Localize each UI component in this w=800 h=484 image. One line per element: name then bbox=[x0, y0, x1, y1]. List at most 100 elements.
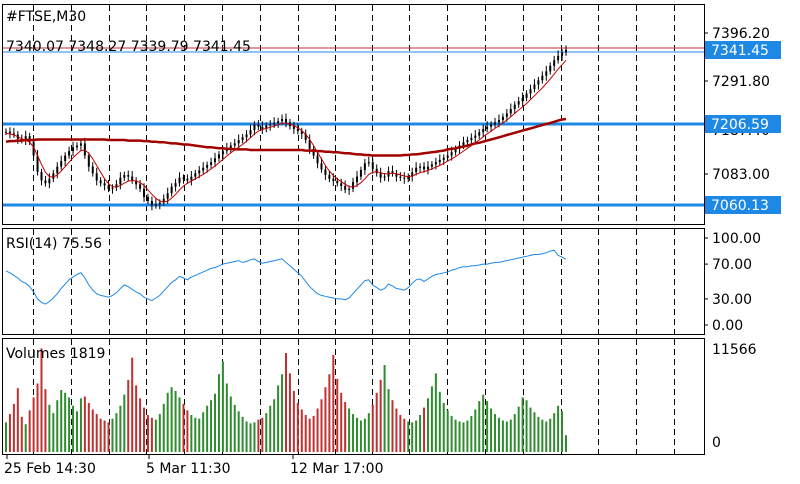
candle-body bbox=[123, 174, 126, 178]
candle-body bbox=[265, 125, 268, 129]
price-panel-frame bbox=[2, 4, 705, 225]
candle-body bbox=[75, 145, 78, 148]
candle-body bbox=[470, 137, 473, 141]
current-price-label-bg bbox=[705, 41, 781, 59]
candle-body bbox=[300, 131, 303, 134]
candle-body bbox=[324, 169, 327, 175]
candle-body bbox=[399, 176, 402, 178]
time-tick-label: 12 Mar 17:00 bbox=[290, 461, 383, 477]
candle-body bbox=[32, 141, 35, 156]
candle-body bbox=[340, 183, 343, 186]
moving-averages bbox=[5, 59, 567, 203]
candle-body bbox=[509, 109, 512, 114]
level-price-label: 7060.13 bbox=[711, 198, 769, 214]
price-axis: 7396.207291.807187.407083.00100.0070.003… bbox=[4, 26, 770, 477]
volume-bars bbox=[5, 348, 567, 452]
candle-body bbox=[36, 155, 39, 173]
fast-moving-average-line bbox=[5, 59, 567, 203]
candle-body bbox=[344, 186, 347, 190]
candle-body bbox=[529, 89, 532, 94]
candle-body bbox=[131, 176, 134, 181]
vertical-gridlines bbox=[33, 5, 675, 454]
candle-body bbox=[285, 118, 287, 123]
candle-body bbox=[60, 161, 63, 167]
rsi-series bbox=[5, 249, 567, 305]
horizontal-levels bbox=[3, 47, 704, 207]
volume-tick-label: 0 bbox=[712, 435, 721, 451]
candle-body bbox=[12, 133, 15, 135]
candle-body bbox=[72, 147, 75, 152]
candle-body bbox=[56, 166, 59, 174]
candle-body bbox=[423, 166, 426, 170]
candle-body bbox=[277, 121, 280, 123]
candle-body bbox=[395, 173, 398, 177]
level-price-label-bg bbox=[705, 115, 781, 133]
candle-body bbox=[135, 180, 138, 185]
candle-body bbox=[253, 124, 256, 131]
rsi-indicator-label: RSI(14) 75.56 bbox=[6, 236, 102, 252]
candle-body bbox=[217, 154, 220, 159]
candle-body bbox=[308, 140, 311, 149]
price-tick-label: 7396.20 bbox=[712, 26, 770, 42]
candle-body bbox=[316, 155, 319, 164]
candle-body bbox=[257, 124, 260, 127]
symbol-timeframe-label: #FTSE,M30 bbox=[6, 9, 86, 25]
candle-body bbox=[143, 188, 146, 198]
candle-body bbox=[328, 174, 331, 179]
candle-body bbox=[478, 132, 481, 136]
candle-body bbox=[545, 71, 548, 76]
candle-body bbox=[430, 164, 433, 167]
candle-body bbox=[355, 176, 358, 183]
candle-body bbox=[5, 131, 7, 133]
candle-body bbox=[64, 155, 67, 162]
candle-body bbox=[119, 177, 122, 185]
candle-body bbox=[517, 101, 520, 105]
candle-body bbox=[348, 188, 351, 190]
candle-body bbox=[210, 162, 213, 165]
candle-body bbox=[371, 162, 374, 169]
candle-body bbox=[497, 120, 500, 123]
volume-panel-frame bbox=[2, 338, 705, 455]
candle-body bbox=[214, 158, 217, 163]
level-price-label-bg bbox=[705, 196, 781, 214]
candle-body bbox=[482, 128, 485, 133]
candle-body bbox=[565, 49, 567, 53]
candle-body bbox=[24, 136, 27, 141]
candle-body bbox=[434, 162, 437, 165]
candle-body bbox=[40, 172, 43, 181]
rsi-tick-label: 70.00 bbox=[712, 257, 752, 273]
candle-body bbox=[107, 185, 110, 189]
candle-body bbox=[557, 55, 560, 61]
candle-body bbox=[486, 126, 489, 129]
candle-body bbox=[549, 65, 552, 72]
candle-body bbox=[221, 151, 224, 155]
candle-body bbox=[229, 145, 232, 149]
candle-body bbox=[375, 168, 378, 174]
current-price-label: 7341.45 bbox=[711, 43, 769, 59]
candle-body bbox=[411, 172, 414, 177]
candle-body bbox=[521, 97, 524, 102]
candle-body bbox=[8, 131, 11, 134]
candle-body bbox=[269, 124, 272, 126]
candle-body bbox=[154, 204, 157, 206]
candle-body bbox=[312, 148, 315, 156]
candle-body bbox=[446, 155, 449, 158]
price-candles bbox=[5, 45, 567, 211]
candle-body bbox=[190, 176, 193, 181]
ohlc-readout: 7340.07 7348.27 7339.79 7341.45 bbox=[6, 39, 251, 55]
candle-body bbox=[249, 130, 252, 135]
candle-body bbox=[162, 198, 165, 203]
candle-body bbox=[111, 187, 114, 189]
candle-body bbox=[186, 178, 189, 181]
candle-body bbox=[103, 183, 106, 186]
candle-body bbox=[454, 148, 457, 153]
rsi-panel-frame bbox=[2, 228, 705, 335]
candle-body bbox=[48, 178, 51, 184]
candle-body bbox=[198, 170, 201, 174]
candle-body bbox=[490, 124, 493, 127]
candle-body bbox=[296, 128, 299, 132]
candle-body bbox=[237, 140, 240, 144]
candle-body bbox=[466, 140, 469, 143]
